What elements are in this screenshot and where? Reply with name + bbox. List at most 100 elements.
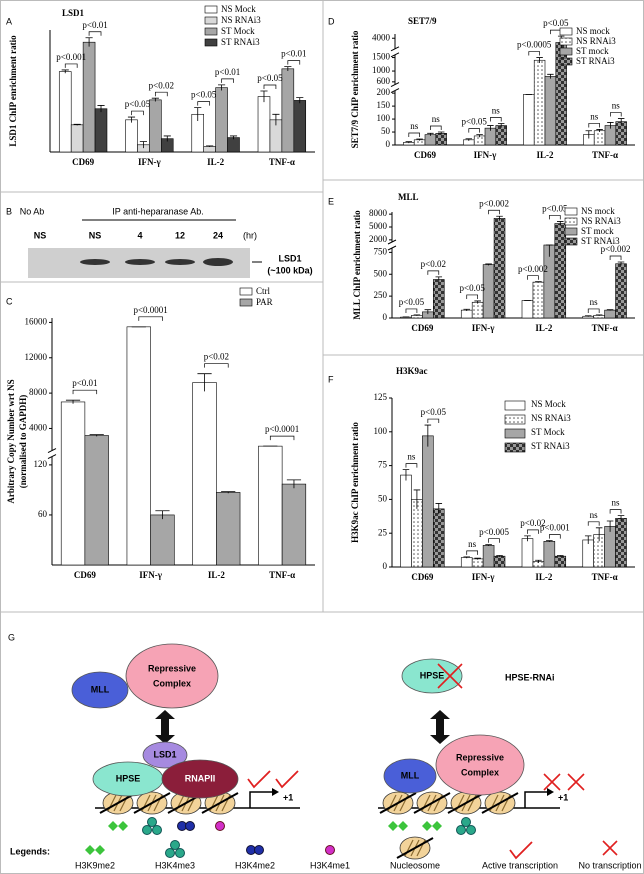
significance-bracket [488,538,500,543]
bar [533,59,546,146]
significance-label: p<0.05 [542,203,568,213]
dna-strand [396,837,434,859]
legend-label: H3K4me3 [155,860,195,870]
legend-swatch [504,400,526,411]
lsd1 [142,741,188,769]
error-bar [284,66,292,72]
bar [521,300,534,319]
error-bar [435,276,443,283]
diagram-label: Complex [461,767,499,777]
significance-bracket [609,509,622,514]
y-tick-label: 8000 [369,208,388,218]
bar [192,382,217,566]
error-bar [416,138,423,141]
y-tick-label: 2000 [369,234,388,244]
x-tick-label: CD69 [411,323,433,333]
legend-label: Active transcription [482,860,558,870]
mll [383,758,437,794]
error-bar [485,544,492,547]
y-tick-label: 200 [377,87,391,97]
bar [150,514,175,566]
legend-title: Legends: [10,846,50,856]
tss-arrow [249,791,272,808]
error-bar [260,90,268,103]
significance-bracket [609,255,622,260]
error-bar [218,84,226,91]
error-bar [85,37,93,47]
error-bar [584,315,592,317]
error-bar [65,399,81,404]
legend-label: NS Mock [221,4,256,14]
significance-label: p<0.01 [82,20,107,30]
y-tick-label: 75 [378,460,388,470]
legend-label: NS Mock [531,399,566,409]
significance-bracket [587,521,600,526]
error-bar [424,309,432,315]
y-tick-label: 100 [374,426,388,436]
h3k9me2-mark [422,821,432,831]
significance-bracket [221,78,234,83]
y-tick-label: 25 [378,527,388,537]
bar [400,474,412,568]
legend-swatch [204,16,218,25]
y-tick-label: 125 [374,392,388,402]
legend-label: PAR [256,297,273,307]
significance-bracket [610,112,622,117]
x-tick-label: IFN-γ [139,570,162,580]
bar [216,492,241,566]
legend-swatch [504,414,526,425]
significance-bracket [466,550,479,555]
axis-break [390,46,400,52]
error-bar [61,69,69,74]
x-tick-label: TNF-α [592,150,618,160]
error-bar [296,97,304,104]
significance-bracket [263,84,277,89]
significance-label: p<0.0001 [133,305,167,315]
bar [281,483,307,566]
error-bar [617,118,625,125]
significance-label: p<0.05 [460,283,486,293]
blot-label: No Ab [20,206,45,216]
tss-arrowhead [272,788,279,796]
legend-label: ST RNAi3 [576,56,615,66]
tss-arrow [524,791,547,808]
double-arrow [430,710,450,744]
double-arrow [155,710,175,744]
h3k4me1-mark [215,821,225,831]
diagram-label: HPSE [116,773,141,783]
chart-title: MLL [398,192,419,202]
axis-break [387,245,397,251]
h3k4me3-mark [175,848,185,858]
error-bar [535,281,542,283]
legend-label: ST RNAi3 [221,37,260,47]
bar [435,133,447,146]
significance-bracket [528,51,540,56]
error-bar [606,520,614,532]
dna-strand [481,792,519,814]
legend-label: NS RNAi3 [221,15,261,25]
h3k9me2-mark [95,845,105,855]
legend-label: NS RNAi3 [581,216,621,226]
error-bar [97,105,105,113]
error-bar [546,244,553,257]
legend-label: ST RNAi3 [531,441,570,451]
bar [604,309,616,319]
legend-swatch [559,27,573,36]
y-axis-label: LSD1 ChIP enrichment ratio [8,35,18,147]
error-bar [402,469,410,481]
x-tick-label: CD69 [414,150,436,160]
lane-label: 4 [137,230,142,240]
bar [615,263,627,319]
x-tick-label: TNF-α [592,572,618,582]
significance-bracket [405,463,418,468]
error-bar [496,215,503,221]
error-bar [402,316,410,318]
significance-label: ns [410,121,419,131]
significance-bracket [548,215,561,220]
x-tick-label: IL-2 [208,570,226,580]
panel-label: G [8,632,15,642]
y-tick-label: 1000 [372,65,391,75]
y-tick-label: 1500 [372,52,391,62]
tss-arrowhead [547,788,554,796]
significance-label: p<0.001 [540,523,570,533]
